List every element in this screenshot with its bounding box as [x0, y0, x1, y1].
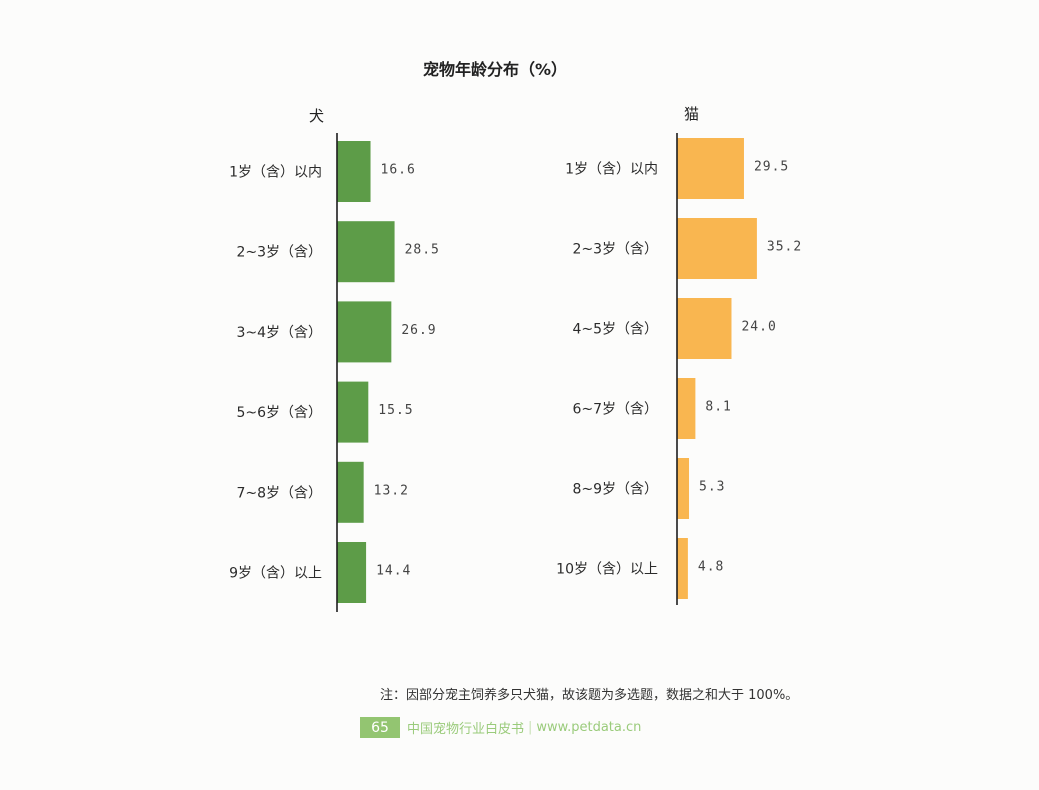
value-label: 14.4: [376, 564, 411, 579]
bar: [337, 381, 369, 443]
page-number: 65: [360, 717, 400, 738]
bar: [677, 458, 690, 519]
value-label: 5.3: [699, 480, 725, 495]
value-label: 16.6: [381, 163, 416, 178]
value-label: 15.5: [378, 403, 413, 418]
category-label: 8~9岁（含）: [572, 482, 658, 498]
bar: [337, 141, 371, 202]
category-label: 5~6岁（含）: [236, 405, 322, 421]
bar: [677, 218, 757, 279]
category-label: 2~3岁（含）: [572, 242, 658, 258]
value-label: 4.8: [698, 560, 724, 575]
website-url: www.petdata.cn: [536, 720, 642, 735]
value-label: 8.1: [705, 400, 731, 415]
category-label: 2~3岁（含）: [236, 245, 322, 261]
category-label: 7~8岁（含）: [236, 485, 322, 501]
panel-label: 猫: [684, 105, 699, 123]
panel-label: 犬: [309, 107, 324, 125]
bar: [337, 301, 392, 363]
bar: [337, 221, 395, 283]
category-label: 9岁（含）以上: [229, 566, 322, 582]
value-label: 28.5: [405, 243, 440, 258]
bar: [677, 298, 732, 359]
bar: [677, 378, 696, 439]
category-label: 6~7岁（含）: [572, 402, 658, 418]
bar: [337, 461, 364, 523]
bar: [677, 538, 688, 599]
footnote: 注：因部分宠主饲养多只犬猫，故该题为多选题，数据之和大于 100%。: [380, 688, 799, 703]
publication-name: 中国宠物行业白皮书: [407, 722, 525, 737]
bar: [677, 138, 744, 199]
value-label: 13.2: [374, 483, 409, 498]
value-label: 35.2: [767, 240, 802, 255]
category-label: 4~5岁（含）: [572, 322, 658, 338]
dog-panel: 犬 1岁（含）以内 16.6 2~3岁（含） 28.5 3~4岁（含） 26.9 5~6岁（含…: [229, 107, 440, 612]
figure-title: 宠物年龄分布（%）: [422, 60, 568, 79]
cat-panel: 猫 1岁（含）以内 29.5 2~3岁（含） 35.2 4~5岁（含） 24.0 6~7岁（含…: [556, 105, 802, 605]
value-label: 24.0: [741, 320, 776, 335]
footer-separator: |: [528, 720, 533, 735]
category-label: 1岁（含）以内: [229, 165, 322, 181]
bar: [337, 542, 367, 603]
value-label: 29.5: [754, 160, 789, 175]
category-label: 1岁（含）以内: [565, 162, 658, 178]
page-footer: 65 中国宠物行业白皮书 | www.petdata.cn: [360, 717, 641, 738]
category-label: 10岁（含）以上: [556, 562, 658, 578]
category-label: 3~4岁（含）: [236, 325, 322, 341]
value-label: 26.9: [401, 323, 436, 338]
